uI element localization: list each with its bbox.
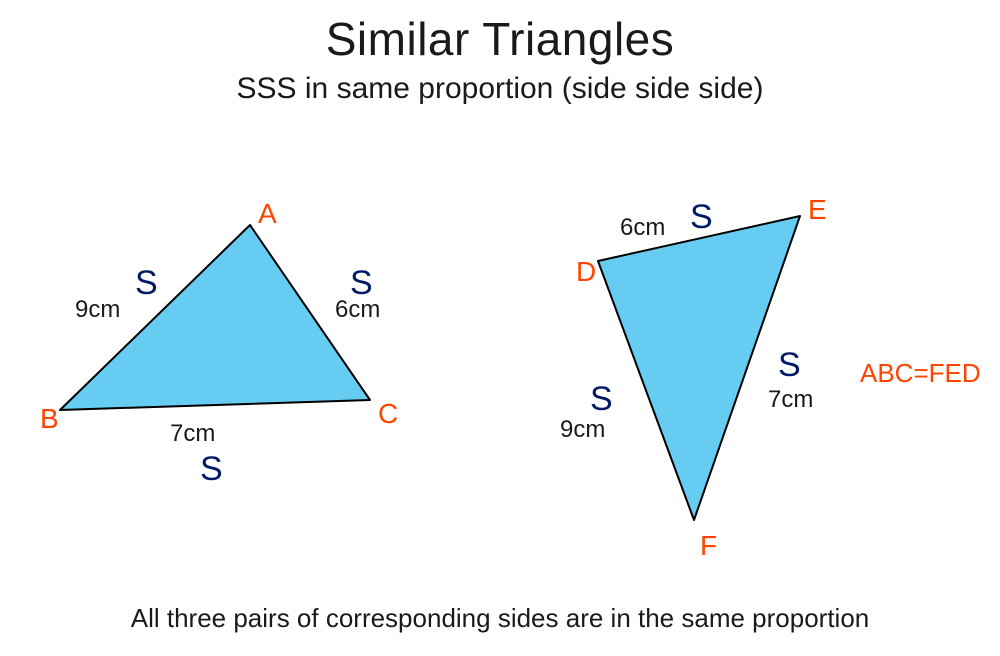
label-DE_len: 6cm (620, 216, 665, 240)
label-DF_len: 9cm (560, 418, 605, 442)
label-BC_len: 7cm (170, 422, 215, 446)
footer-caption: All three pairs of corresponding sides a… (0, 603, 1000, 634)
label-F: F (700, 532, 717, 560)
label-D: D (576, 258, 596, 286)
label-E: E (808, 196, 827, 224)
label-B: B (40, 405, 59, 433)
label-AC_S: S (350, 266, 373, 300)
label-EF_len: 7cm (768, 388, 813, 412)
label-AB_S: S (135, 266, 158, 300)
triangles-svg (0, 0, 1000, 656)
label-DF_S: S (590, 382, 613, 416)
label-AB_len: 9cm (75, 298, 120, 322)
label-EF_S: S (778, 348, 801, 382)
label-C: C (378, 400, 398, 428)
triangle-def (598, 216, 800, 520)
label-equation: ABC=FED (860, 360, 981, 386)
label-DE_S: S (690, 200, 713, 234)
diagram-stage: Similar Triangles SSS in same proportion… (0, 0, 1000, 656)
label-BC_S: S (200, 452, 223, 486)
label-A: A (258, 200, 277, 228)
